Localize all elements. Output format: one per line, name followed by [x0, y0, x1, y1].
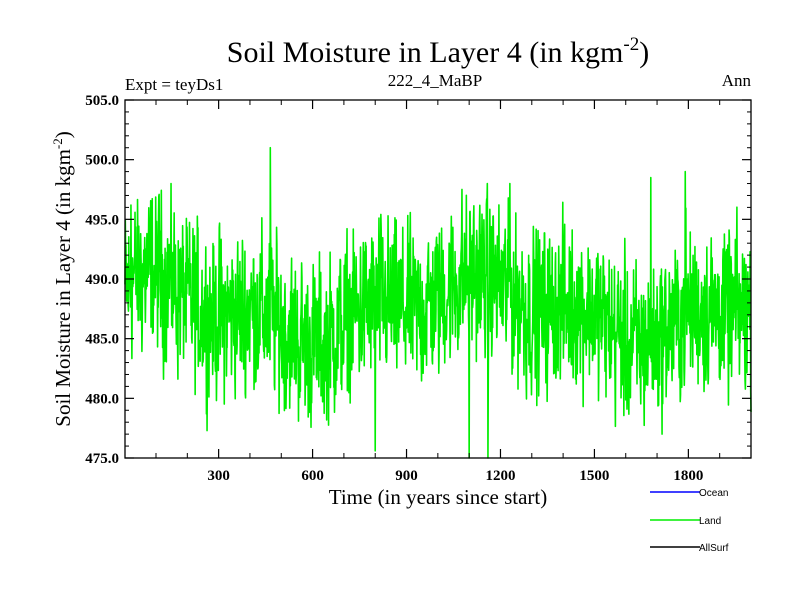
x-axis: 300 600 900 1200 1500 1800 [155, 100, 721, 484]
y-axis: 475.0 480.0 485.0 490.0 495.0 500.0 505.0 [85, 93, 751, 467]
y-axis-label: Soil Moisture in Layer 4 (in kgm-2) [50, 131, 75, 426]
legend-land-label: Land [699, 516, 721, 527]
series-layer [124, 146, 752, 459]
x-tick-label: 1800 [673, 468, 703, 484]
y-tick-label: 505.0 [85, 93, 119, 109]
y-tick-label: 480.0 [85, 391, 119, 407]
x-tick-label: 300 [207, 468, 230, 484]
x-tick-label: 900 [395, 468, 418, 484]
chart-title: Soil Moisture in Layer 4 (in kgm-2) [227, 34, 649, 69]
y-tick-label: 500.0 [85, 153, 119, 169]
y-tick-label: 475.0 [85, 451, 119, 467]
legend-allsurf-label: AllSurf [699, 543, 729, 554]
x-tick-label: 1500 [579, 468, 609, 484]
y-tick-label: 495.0 [85, 212, 119, 228]
y-tick-label: 490.0 [85, 272, 119, 288]
legend: Ocean Land AllSurf [650, 488, 729, 554]
x-tick-label: 600 [301, 468, 324, 484]
subtitle-right: Ann [722, 71, 752, 90]
subtitle-left: Expt = teyDs1 [125, 75, 223, 94]
x-axis-label: Time (in years since start) [329, 485, 548, 509]
legend-ocean-label: Ocean [699, 488, 728, 499]
x-tick-label: 1200 [485, 468, 515, 484]
y-tick-label: 485.0 [85, 332, 119, 348]
series-line-land [124, 146, 752, 459]
subtitle-center: 222_4_MaBP [388, 71, 482, 90]
